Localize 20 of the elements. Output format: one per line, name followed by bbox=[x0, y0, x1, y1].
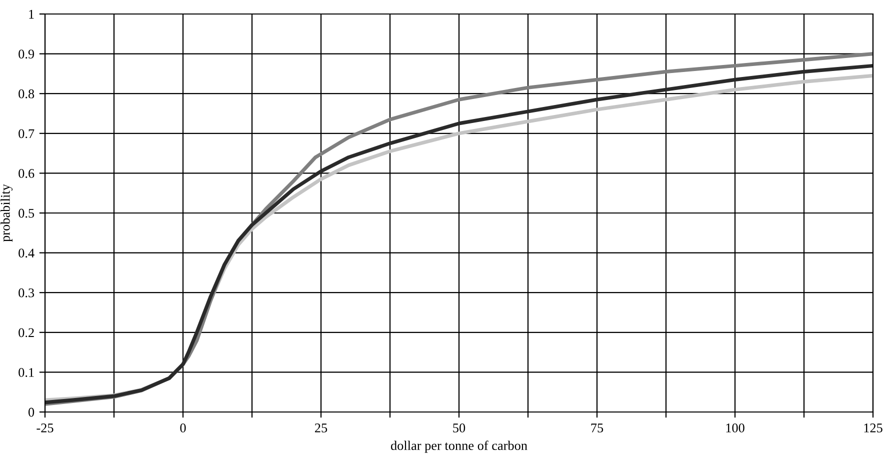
x-tick-label: 125 bbox=[864, 424, 882, 432]
y-tick-label: 0.1 bbox=[18, 368, 34, 377]
x-tick-label: 100 bbox=[726, 423, 744, 432]
y-tick-label: 0.3 bbox=[18, 288, 34, 298]
y-tick-label: 0.8 bbox=[18, 89, 34, 98]
x-tick-label: -25 bbox=[36, 424, 54, 432]
y-tick-label: 0.6 bbox=[18, 169, 34, 178]
x-tick-label: 0 bbox=[180, 423, 186, 432]
y-tick-label: 1 bbox=[29, 10, 34, 19]
x-tick-label: 75 bbox=[591, 424, 604, 432]
y-tick-label: 0 bbox=[28, 408, 34, 417]
y-tick-label: 0.9 bbox=[18, 50, 34, 59]
x-tick-label: 50 bbox=[453, 423, 466, 432]
y-tick-label: 0.4 bbox=[18, 248, 34, 258]
y-axis-title: probability bbox=[0, 184, 13, 242]
y-tick-label: 0.7 bbox=[18, 129, 34, 138]
x-axis-title: dollar per tonne of carbon bbox=[390, 440, 528, 453]
x-tick-label: 25 bbox=[314, 424, 328, 432]
y-tick-label: 0.5 bbox=[18, 208, 34, 218]
y-tick-label: 0.2 bbox=[18, 328, 34, 338]
